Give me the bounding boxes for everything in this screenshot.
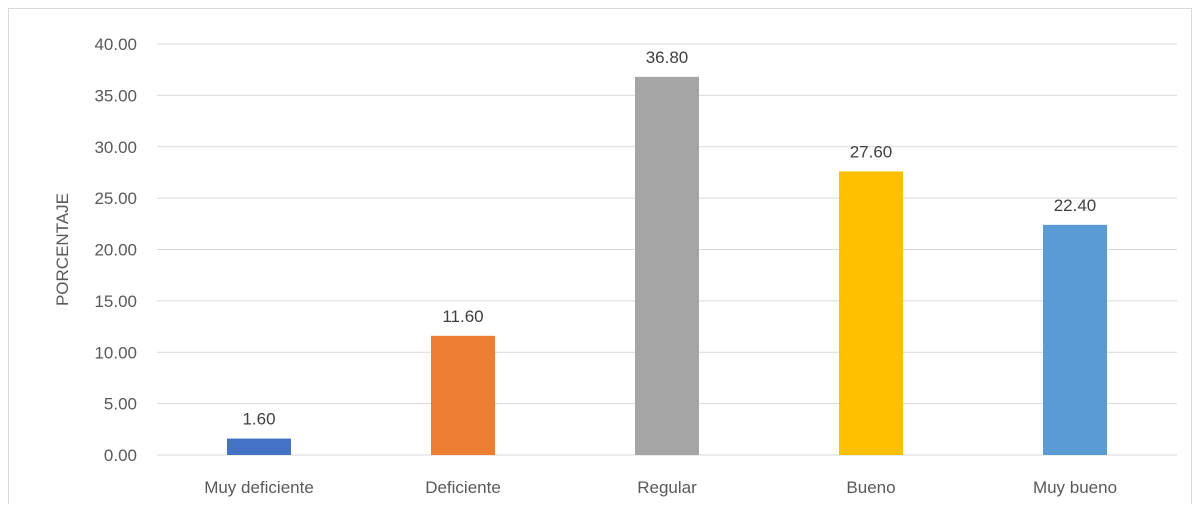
chart-frame xyxy=(8,8,1192,504)
y-tick-label: 35.00 xyxy=(94,86,137,105)
y-tick-label: 30.00 xyxy=(94,138,137,157)
y-tick-label: 10.00 xyxy=(94,343,137,362)
category-labels: Muy deficiente Deficiente Regular Bueno Muy … xyxy=(204,478,1117,497)
bar xyxy=(839,171,903,455)
y-tick-label: 15.00 xyxy=(94,292,137,311)
y-tick-label: 40.00 xyxy=(94,35,137,54)
bar xyxy=(635,76,699,455)
data-label: 22.40 xyxy=(1054,196,1097,215)
data-label: 36.80 xyxy=(646,48,689,67)
y-axis-ticks: 0.00 5.00 10.00 15.00 20.00 25.00 30.00 35.00 40… xyxy=(94,35,137,465)
data-label: 1.60 xyxy=(242,410,275,429)
y-axis-title: PORCENTAJE xyxy=(53,193,72,306)
category-label: Regular xyxy=(637,478,697,497)
bars xyxy=(227,76,1107,455)
bar xyxy=(431,335,495,455)
data-label: 27.60 xyxy=(850,142,893,161)
y-tick-label: 20.00 xyxy=(94,241,137,260)
data-label: 11.60 xyxy=(442,307,483,326)
category-label: Muy deficiente xyxy=(204,478,314,497)
data-labels: 1.60 11.60 36.80 27.60 22.40 xyxy=(242,48,1096,429)
y-tick-label: 0.00 xyxy=(104,446,137,465)
y-tick-label: 5.00 xyxy=(104,395,137,414)
category-label: Deficiente xyxy=(425,478,501,497)
y-tick-label: 25.00 xyxy=(94,189,137,208)
bar xyxy=(1043,224,1107,455)
bar xyxy=(227,438,291,455)
category-label: Muy bueno xyxy=(1033,478,1117,497)
category-label: Bueno xyxy=(846,478,895,497)
